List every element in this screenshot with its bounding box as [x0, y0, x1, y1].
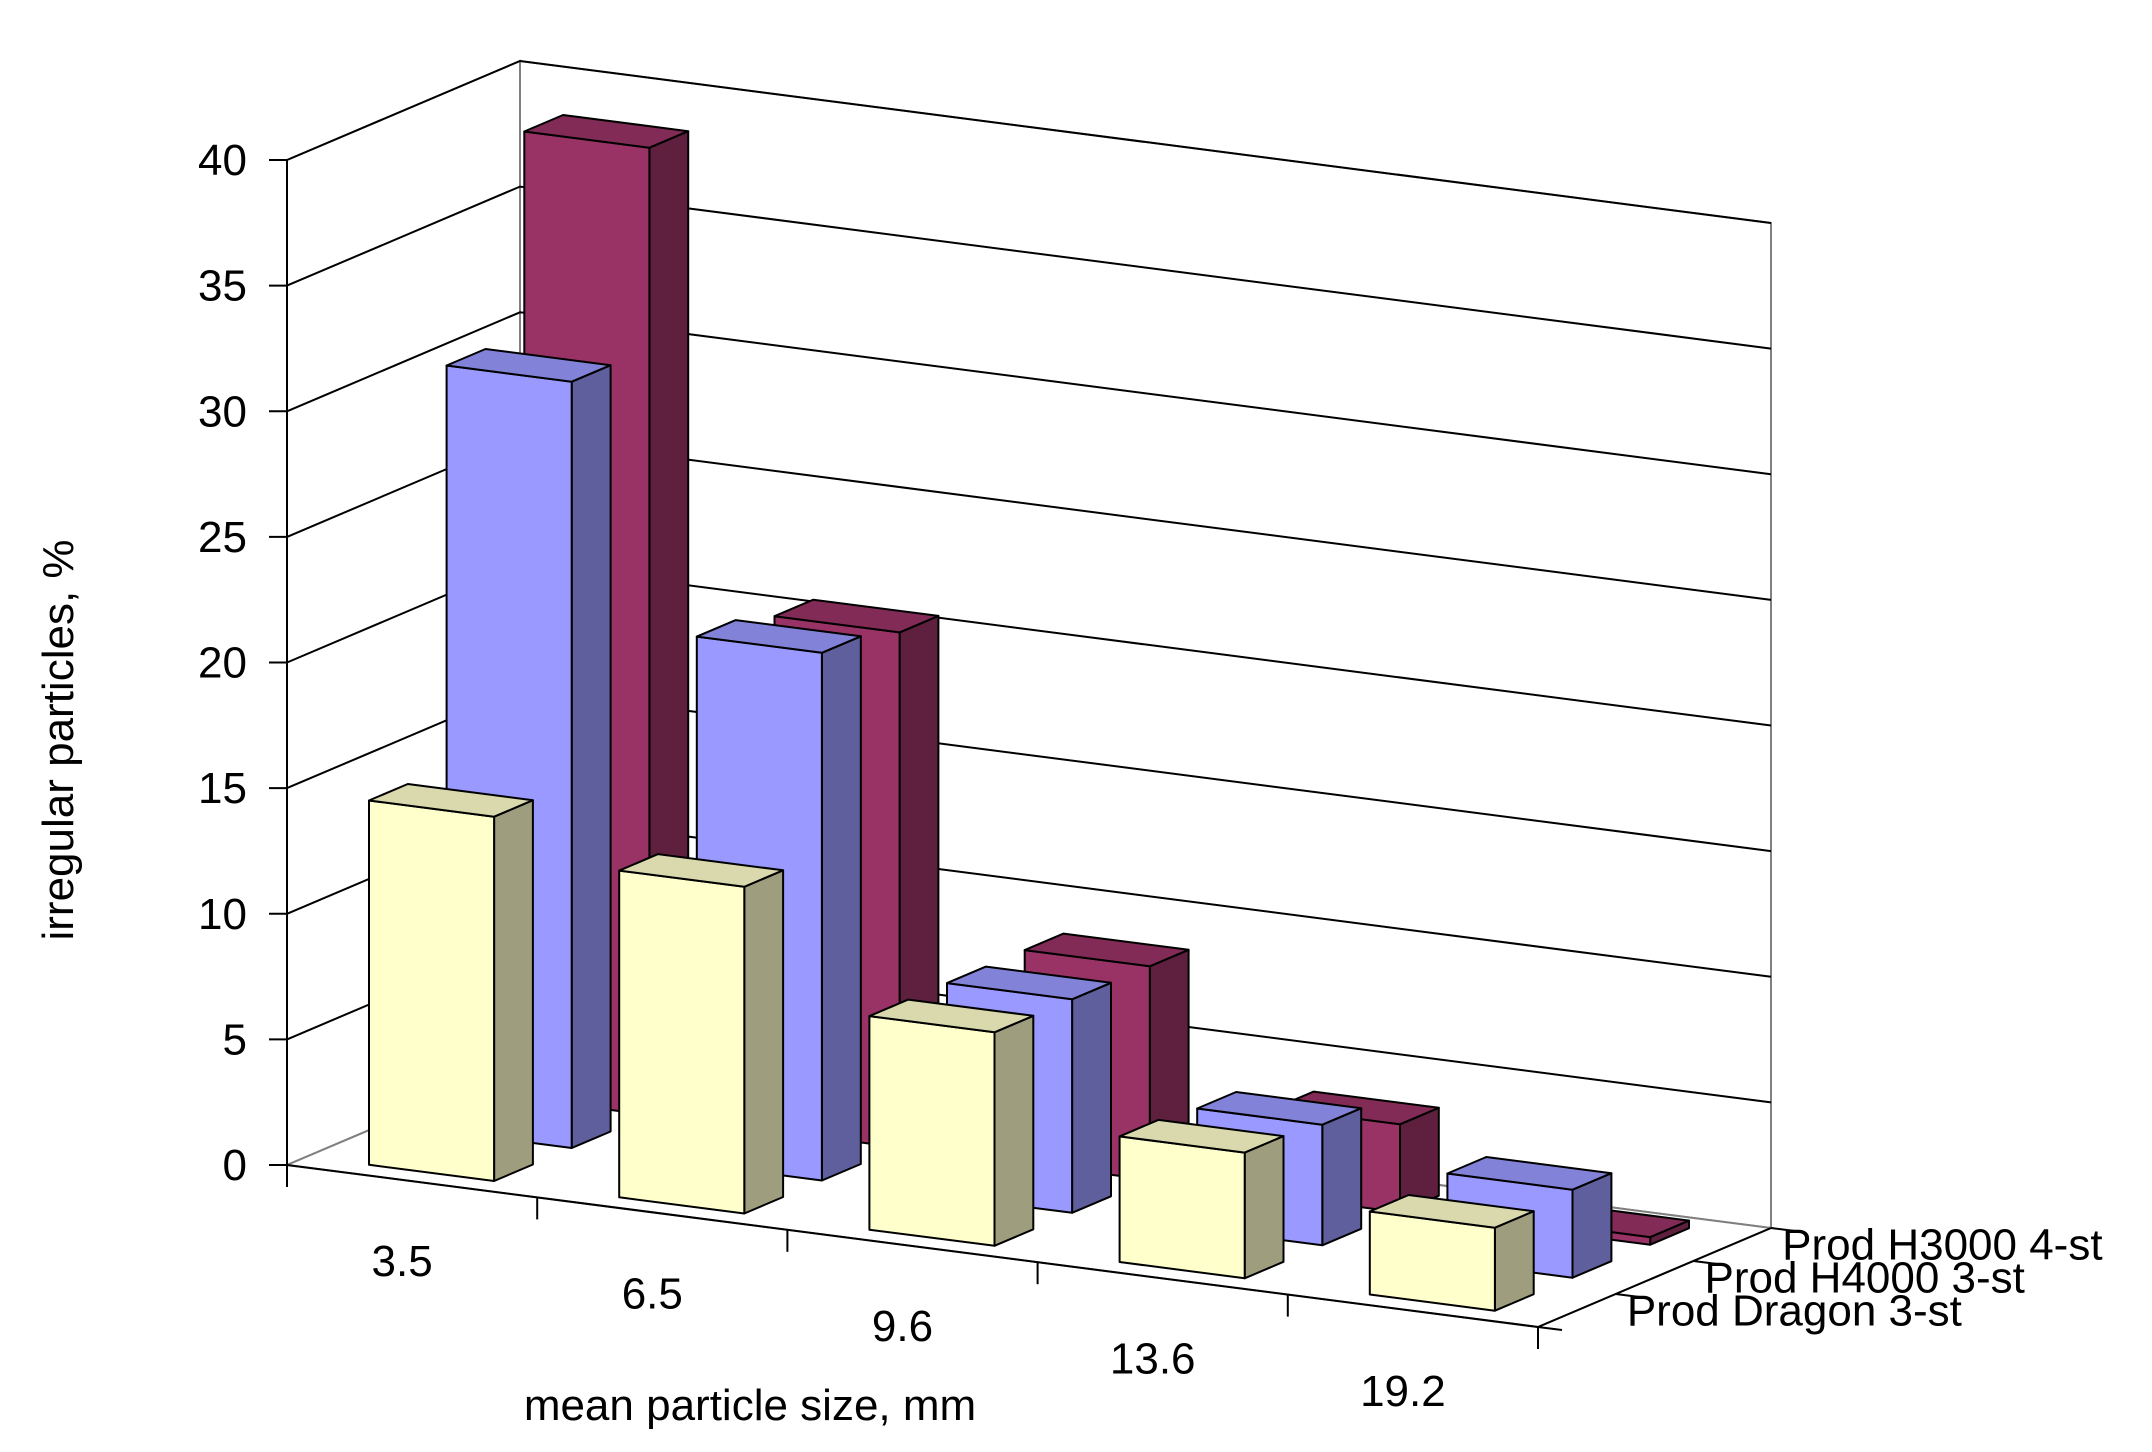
bar-prod-dragon-3-st-6.5	[618, 853, 785, 1215]
bar-top	[618, 853, 785, 888]
z-tick-3	[1770, 1227, 1796, 1232]
bar-top	[523, 114, 690, 149]
x-axis-title: mean particle size, mm	[524, 1381, 976, 1430]
bar-top	[946, 965, 1112, 1001]
z-tick-2	[1693, 1260, 1718, 1265]
y-tick-label-35: 35	[198, 262, 247, 311]
bar-top	[773, 598, 940, 634]
bar-prod-dragon-3-st-13.6	[1118, 1118, 1285, 1280]
bar-top	[1368, 1194, 1535, 1229]
bar-top	[868, 998, 1035, 1034]
bar-top	[1446, 1156, 1613, 1191]
bar-side	[743, 869, 785, 1215]
series-label-1: Prod H4000 3-st	[1705, 1254, 2025, 1303]
axes	[269, 159, 1796, 1349]
bars	[368, 114, 1690, 1312]
gridline-30	[286, 311, 1772, 476]
gridline-40	[286, 59, 1772, 224]
x-axis-line	[286, 1164, 1539, 1328]
labels: 0 5 10 15 20 25 30 35 40 3.5 6.5 9.6 13.6 19.2 Prod Dr…	[34, 136, 2103, 1430]
bar-side	[1321, 1107, 1363, 1247]
bar-side	[1071, 981, 1112, 1214]
y-tick-label-5: 5	[223, 1015, 247, 1064]
bar-top	[1118, 1118, 1285, 1154]
series-label-0: Prod Dragon 3-st	[1627, 1287, 1962, 1336]
bar-top	[1023, 932, 1190, 968]
y-tick-label-15: 15	[198, 764, 247, 813]
x-tick-label-6.5: 6.5	[622, 1270, 683, 1319]
bar-prod-dragon-3-st-9.6	[868, 998, 1035, 1247]
bar-front	[1118, 1135, 1246, 1280]
y-tick-label-20: 20	[198, 639, 247, 688]
y-tick-label-10: 10	[198, 890, 247, 939]
z-tick-0	[1537, 1326, 1563, 1331]
bar-side	[820, 635, 862, 1182]
y-axis-title: irregular particles, %	[34, 539, 83, 940]
bar-top	[695, 619, 862, 654]
bar-front	[1368, 1210, 1496, 1312]
gridline-35	[286, 185, 1772, 350]
y-tick-label-30: 30	[198, 387, 247, 436]
series-label-2: Prod H3000 4-st	[1782, 1221, 2102, 1270]
bar-side	[1571, 1172, 1613, 1279]
bar-side	[570, 364, 612, 1149]
x-tick-label-3.5: 3.5	[372, 1237, 433, 1286]
x-tick-label-9.6: 9.6	[872, 1302, 933, 1351]
bar-top	[368, 783, 534, 818]
y-tick-label-25: 25	[198, 513, 247, 562]
x-tick-label-19.2: 19.2	[1360, 1367, 1446, 1416]
bar-top	[445, 348, 612, 383]
bar-side	[493, 799, 534, 1182]
bar-front	[618, 869, 746, 1215]
bar-front	[368, 799, 496, 1182]
z-tick-1	[1615, 1293, 1640, 1298]
bar-prod-dragon-3-st-19.2	[1368, 1194, 1535, 1312]
y-tick-label-0: 0	[223, 1141, 247, 1190]
y-tick-label-40: 40	[198, 136, 247, 185]
bar-top	[1196, 1091, 1363, 1126]
bar-side	[1243, 1135, 1285, 1280]
bar-front	[868, 1015, 996, 1247]
bar-prod-dragon-3-st-3.5	[368, 783, 534, 1182]
x-tick-label-13.6: 13.6	[1110, 1334, 1196, 1383]
bar-side	[993, 1014, 1035, 1247]
z-axis-line	[1537, 1227, 1772, 1328]
